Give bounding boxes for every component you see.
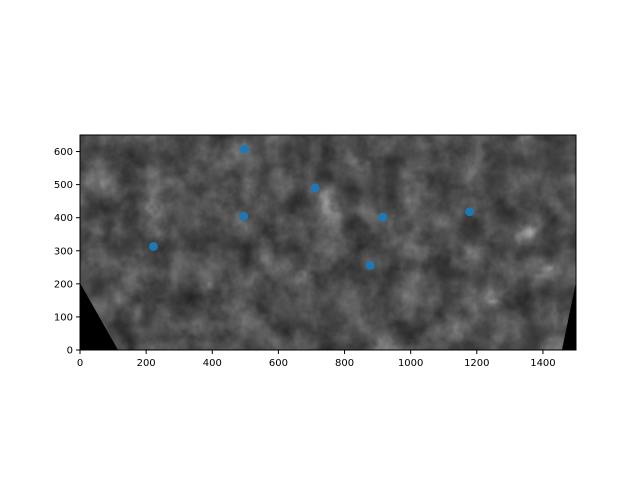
x-tick-label: 1000 [398, 358, 423, 369]
y-axis: 0 100 200 300 400 500 600 [54, 147, 80, 357]
scatter-points [148, 144, 475, 270]
x-tick-label: 0 [77, 358, 83, 369]
y-tick-label: 500 [54, 180, 73, 191]
scatter-point [465, 207, 475, 217]
y-tick-label: 600 [54, 147, 73, 158]
plot-frame [79, 134, 577, 351]
scatter-point [239, 211, 249, 221]
scatter-point [365, 260, 375, 270]
x-tick-label: 800 [335, 358, 354, 369]
x-tick-label: 400 [203, 358, 222, 369]
scatter-point [378, 212, 388, 222]
scatter-point [310, 183, 320, 193]
y-tick-label: 200 [54, 279, 73, 290]
no-data-corner-left [80, 283, 118, 350]
y-tick-label: 400 [54, 213, 73, 224]
y-tick-label: 0 [67, 346, 73, 357]
no-data-corner-right [562, 282, 576, 350]
x-axis: 0 200 400 600 800 1000 1200 1400 [77, 350, 556, 369]
scatter-point [148, 241, 158, 251]
y-tick-label: 100 [54, 312, 73, 323]
x-tick-label: 200 [137, 358, 156, 369]
y-tick-label: 300 [54, 246, 73, 257]
x-tick-label: 1400 [530, 358, 555, 369]
x-tick-label: 600 [269, 358, 288, 369]
x-tick-label: 1200 [464, 358, 489, 369]
scatter-point [239, 144, 249, 154]
satellite-image [80, 135, 576, 350]
